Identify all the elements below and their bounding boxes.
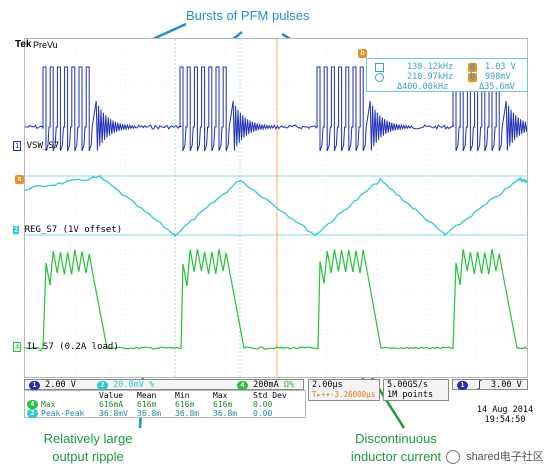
measurements-header-cell: Min [175, 391, 190, 400]
trigger-slope-icon: ʃ [477, 380, 483, 390]
timestamp-time: 19:54:50 [484, 415, 526, 425]
annotation-output-ripple-line2: output ripple [52, 449, 124, 464]
annotation-discontinuous-line1: Discontinuous [355, 431, 437, 446]
watermark: shared电子社区 [446, 448, 544, 465]
record-length: 1M points [387, 390, 434, 400]
ch1-marker: 1 [13, 141, 22, 151]
readout-b-badge: b [468, 72, 477, 82]
timestamp: 14 Aug 2014 19:54:50 [476, 405, 534, 425]
readout-circle-icon [375, 73, 384, 82]
ch1-scale-value: 2.00 V [45, 380, 76, 390]
measurement-value: 616mA [99, 400, 124, 409]
annotation-discontinuous-current: Discontinuous inductor current [336, 430, 456, 466]
ch1-label: 1 VSW_S7 [13, 141, 59, 151]
ch4-scale-suffix: Ω% [283, 380, 295, 390]
readout-square-icon [375, 63, 384, 72]
volt-delta: Δ35.6mV [479, 82, 515, 92]
timebase: 2.00µs [312, 380, 343, 390]
ch4-waveform [25, 248, 527, 350]
measurements-table: Value Mean Min Max Std Dev 4 Max 616mA 616m 616m… [24, 390, 306, 418]
ch4-scale[interactable]: 4 200mA Ω% [237, 380, 294, 390]
freq-delta: Δ400.00kHz [397, 82, 449, 92]
readout-a-badge: a [468, 62, 477, 72]
ch4-scale-value: 200mA [253, 380, 279, 390]
ch2-name: REG_S7 (1V offset) [24, 225, 123, 235]
cursor-readout: 138.12kHz 210.97kHz Δ400.00kHz a b 1.03 … [366, 58, 528, 92]
measurement-row: 4 Max 616mA 616m 616m 616m 0.00 [25, 400, 305, 409]
vertical-scale-bar[interactable]: 1 2.00 V 2 20.0mV % 4 200mA Ω% [24, 379, 304, 390]
measurements-header-cell: Max [213, 391, 228, 400]
measurements-header: Value Mean Min Max Std Dev [25, 391, 305, 400]
annotation-pfm-bursts: Bursts of PFM pulses [186, 8, 310, 23]
measurement-value: 36.8m [175, 409, 200, 418]
measurement-value: 616m [213, 400, 233, 409]
trigger-position: T▸+▾-3.26000µs [312, 390, 376, 399]
volt-a: 1.03 V [485, 62, 516, 72]
annotation-output-ripple: Relatively large output ripple [28, 430, 148, 466]
ch2-marker: 2 [13, 226, 20, 234]
measurement-value: 0.00 [253, 409, 273, 418]
annotation-discontinuous-line2: inductor current [350, 449, 442, 464]
measurements-header-cell: Mean [137, 391, 157, 400]
ch4-marker: 4 [13, 342, 22, 352]
watermark-icon [446, 450, 460, 465]
measurements-header-cell: Std Dev [253, 391, 287, 400]
ch2-scale[interactable]: 2 20.0mV % [97, 380, 154, 390]
annotation-output-ripple-line1: Relatively large [43, 431, 133, 446]
measurement-value: 0.00 [253, 400, 273, 409]
cursor-a-marker[interactable]: a [15, 175, 24, 184]
measurement-value: 616m [137, 400, 157, 409]
ch1-scale[interactable]: 1 2.00 V [29, 380, 76, 390]
ch4-chip: 4 [237, 381, 248, 390]
ch4-name: IL_S7 (0.2A load) [26, 342, 119, 352]
scope-graticule [25, 39, 527, 377]
freq-a: 138.12kHz [407, 62, 454, 72]
measurement-name: Peak-Peak [41, 409, 85, 418]
acquisition-panel[interactable]: 5.00GS/s 1M points [383, 379, 449, 401]
measurement-value: 616m [175, 400, 195, 409]
ch2-waveform [25, 174, 527, 238]
trigger-source: 1 [457, 380, 468, 390]
measurements-header-cell: Value [99, 391, 124, 400]
cursor-b-marker[interactable]: b [358, 49, 367, 58]
scope-screen: Tek PreVu 1 VSW_S7 2 REG_S7 (1V offset) … [13, 38, 528, 378]
scope-mode: PreVu [33, 40, 58, 50]
watermark-text: shared电子社区 [466, 451, 544, 463]
measurement-channel-chip: 4 [27, 400, 38, 409]
measurement-value: 36.8m [137, 409, 162, 418]
ch2-label: 2 REG_S7 (1V offset) [13, 225, 122, 235]
ch4-label: 4 IL_S7 (0.2A load) [13, 342, 119, 352]
ch2-scale-suffix: % [148, 380, 155, 390]
measurement-channel-chip: 2 [27, 409, 38, 418]
volt-b: 998mV [485, 72, 511, 82]
measurement-row: 2 Peak-Peak 36.8mV 36.8m 36.8m 36.8m 0.00 [25, 409, 305, 418]
sample-rate: 5.00GS/s [387, 380, 428, 390]
ch1-name: VSW_S7 [26, 141, 60, 151]
measurement-value: 36.8mV [99, 409, 128, 418]
freq-b: 210.97kHz [407, 72, 454, 82]
timebase-panel[interactable]: 2.00µs T▸+▾-3.26000µs [308, 379, 380, 401]
ch2-scale-value: 20.0mV [113, 380, 144, 390]
scope-brand: Tek [15, 39, 32, 50]
measurement-name: Max [41, 400, 56, 409]
ch1-chip: 1 [29, 381, 40, 390]
trigger-panel[interactable]: 1 ʃ 3.00 V [452, 379, 528, 390]
timestamp-date: 14 Aug 2014 [476, 405, 534, 415]
ch2-chip: 2 [97, 381, 108, 390]
measurement-value: 36.8m [213, 409, 238, 418]
trigger-chip: 1 [457, 381, 468, 390]
trigger-level: 3.00 V [491, 380, 522, 390]
